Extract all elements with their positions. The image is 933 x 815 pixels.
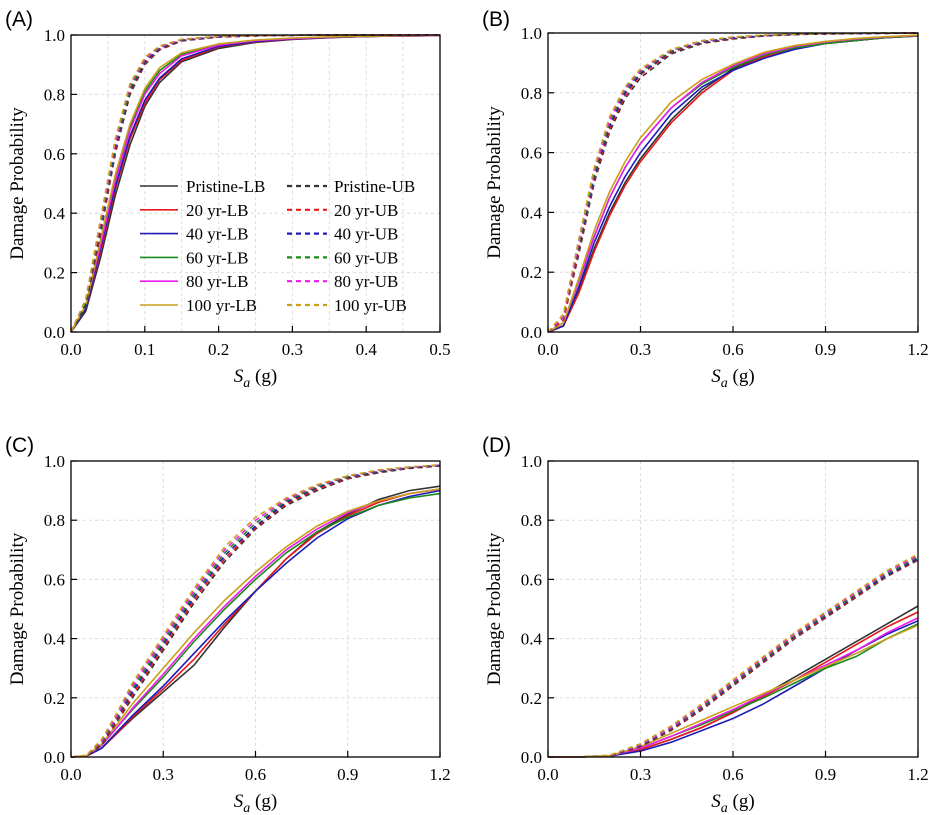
y-tick-label: 0.6 (521, 570, 542, 589)
x-tick-label: 0.6 (722, 765, 743, 784)
series-line-pristine-lb (548, 605, 919, 758)
legend-label: 80 yr-LB (186, 272, 248, 291)
y-axis-label: Damage Probability (7, 532, 28, 685)
y-tick-label: 0.6 (44, 145, 65, 164)
y-tick-label: 1.0 (44, 26, 65, 45)
x-tick-label: 0.1 (134, 340, 155, 359)
series-line-100-yr-lb (548, 624, 919, 758)
x-tick-label: 0.0 (60, 765, 81, 784)
y-tick-label: 0.8 (44, 85, 65, 104)
y-tick-label: 0.2 (44, 689, 65, 708)
x-axis-label: Sa (g) (711, 791, 754, 815)
x-tick-label: 0.0 (537, 765, 558, 784)
x-tick-label: 0.6 (245, 765, 266, 784)
x-tick-label: 0.2 (208, 340, 229, 359)
series-line-100-yr-lb (547, 34, 919, 333)
y-tick-label: 1.0 (44, 452, 65, 471)
series-line-100-yr-ub (70, 464, 441, 758)
y-tick-label: 1.0 (521, 452, 542, 471)
legend-label: 100 yr-LB (186, 296, 257, 315)
legend-label: 100 yr-UB (334, 296, 407, 315)
y-tick-label: 1.0 (521, 24, 542, 43)
x-tick-label: 1.2 (907, 765, 928, 784)
series-line-100-yr-lb (70, 488, 441, 758)
x-tick-label: 0.3 (153, 765, 174, 784)
plot-frame (70, 34, 441, 333)
y-tick-label: 0.6 (44, 570, 65, 589)
y-axis-label: Damage Probability (7, 107, 28, 260)
y-tick-label: 0.2 (44, 264, 65, 283)
y-tick-label: 0.4 (521, 203, 543, 222)
legend-label: 60 yr-LB (186, 248, 248, 267)
y-tick-label: 0.0 (44, 748, 65, 767)
x-tick-label: 0.0 (537, 340, 558, 359)
legend: Pristine-LB 20 yr-LB 40 yr-LB 60 yr-LB 80 yr… (140, 177, 415, 315)
chart-panel-a: 0.0 0.1 0.2 0.3 0.4 0.5 0.0 0.2 0.4 0.6 0.8 1.0 (A) D… (5, 8, 451, 391)
legend-label: 20 yr-LB (186, 201, 248, 220)
series-line-100-yr-ub (547, 32, 918, 333)
x-tick-label: 0.3 (630, 765, 651, 784)
y-tick-label: 0.2 (521, 689, 542, 708)
x-axis-label: Sa (g) (711, 366, 754, 391)
x-tick-label: 0.6 (722, 340, 743, 359)
series-line-20-yr-ub (70, 464, 441, 758)
legend-label: 80 yr-UB (334, 272, 398, 291)
chart-panel-c: 0.0 0.3 0.6 0.9 1.2 0.0 0.2 0.4 0.6 0.8 1.0 (C) Dama… (5, 434, 451, 815)
y-axis-label: Damage Probability (484, 532, 505, 685)
x-axis-label: Sa (g) (234, 791, 277, 815)
y-tick-label: 0.0 (521, 748, 542, 767)
x-tick-label: 0.9 (337, 765, 358, 784)
y-tick-label: 0.8 (521, 84, 542, 103)
y-tick-label: 0.4 (44, 204, 66, 223)
y-tick-label: 0.8 (44, 511, 65, 530)
x-tick-label: 0.4 (356, 340, 378, 359)
chart-panel-d: 0.0 0.3 0.6 0.9 1.2 0.0 0.2 0.4 0.6 0.8 1.0 (D) Dama… (482, 434, 929, 815)
x-tick-label: 0.3 (630, 340, 651, 359)
series-line-100-yr-ub (548, 553, 919, 758)
legend-label: 40 yr-LB (186, 225, 248, 244)
series-line-80-yr-ub (70, 464, 441, 758)
x-tick-label: 1.2 (907, 340, 928, 359)
x-tick-label: 0.3 (282, 340, 303, 359)
legend-label: 20 yr-UB (334, 201, 398, 220)
panel-label: (D) (482, 434, 511, 457)
x-tick-label: 1.2 (429, 765, 450, 784)
series-line-100-yr-lb (70, 34, 441, 333)
chart-panel-b: 0.0 0.3 0.6 0.9 1.2 0.0 0.2 0.4 0.6 0.8 1.0 (B) Dama… (482, 8, 929, 391)
x-axis-label: Sa (g) (234, 366, 277, 391)
y-tick-label: 0.2 (521, 263, 542, 282)
y-tick-label: 0.8 (521, 511, 542, 530)
x-tick-label: 0.0 (60, 340, 81, 359)
legend-label: Pristine-UB (334, 177, 415, 196)
y-axis-label: Damage Probability (484, 106, 505, 259)
legend-label: 40 yr-UB (334, 225, 398, 244)
x-tick-label: 0.9 (815, 340, 836, 359)
legend-label: Pristine-LB (186, 177, 265, 196)
legend-label: 60 yr-UB (334, 248, 398, 267)
x-tick-label: 0.5 (429, 340, 450, 359)
panel-label: (A) (5, 8, 33, 31)
y-tick-label: 0.0 (44, 323, 65, 342)
x-tick-label: 0.9 (815, 765, 836, 784)
y-tick-label: 0.6 (521, 144, 542, 163)
y-tick-label: 0.4 (44, 630, 66, 649)
y-tick-label: 0.4 (521, 630, 543, 649)
series-line-100-yr-ub (70, 34, 440, 333)
panel-label: (C) (5, 434, 34, 457)
y-tick-label: 0.0 (521, 323, 542, 342)
panel-label: (B) (482, 8, 510, 31)
